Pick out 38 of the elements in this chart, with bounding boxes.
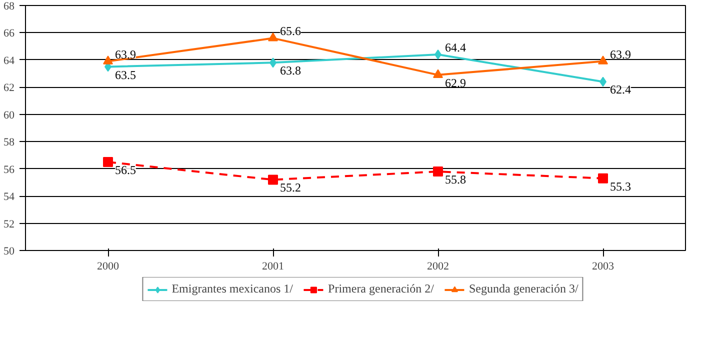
data-label: 56.5 xyxy=(115,163,136,178)
point xyxy=(598,56,608,64)
y-tick-label: 52 xyxy=(4,218,14,230)
data-label: 63.5 xyxy=(115,68,136,82)
point xyxy=(268,174,278,185)
point xyxy=(103,157,113,168)
y-tick-label: 56 xyxy=(4,164,15,176)
legend-label: Primera generación 2/ xyxy=(328,282,434,296)
data-label: 65.6 xyxy=(280,24,301,38)
data-label: 55.2 xyxy=(280,180,301,195)
point xyxy=(433,69,443,78)
x-tick-label: 2003 xyxy=(592,260,614,272)
y-tick-label: 58 xyxy=(4,136,15,149)
data-label: 62.9 xyxy=(445,76,466,90)
data-label: 63.9 xyxy=(610,47,631,62)
x-tick-label: 2002 xyxy=(427,260,449,272)
point xyxy=(433,166,443,177)
legend-label: Segunda generación 3/ xyxy=(468,282,578,296)
y-tick-label: 54 xyxy=(4,191,15,204)
x-tick-label: 2000 xyxy=(97,260,120,272)
point xyxy=(268,32,278,42)
point xyxy=(434,50,442,60)
y-tick-label: 60 xyxy=(4,109,15,122)
data-label: 64.4 xyxy=(445,40,466,54)
point xyxy=(103,56,113,64)
y-tick-label: 66 xyxy=(4,28,15,40)
data-label: 55.3 xyxy=(610,179,631,194)
y-tick-label: 68 xyxy=(4,0,15,12)
point xyxy=(598,173,608,184)
y-tick-label: 50 xyxy=(4,246,15,258)
data-label: 63.9 xyxy=(115,47,136,62)
y-tick-label: 64 xyxy=(4,54,15,67)
data-label: 55.8 xyxy=(445,172,466,187)
y-tick-label: 62 xyxy=(4,82,14,94)
data-label: 63.8 xyxy=(280,64,301,78)
data-label: 62.4 xyxy=(610,82,631,97)
x-tick-label: 2001 xyxy=(262,260,284,272)
legend-label: Emigrantes mexicanos 1/ xyxy=(172,282,294,296)
